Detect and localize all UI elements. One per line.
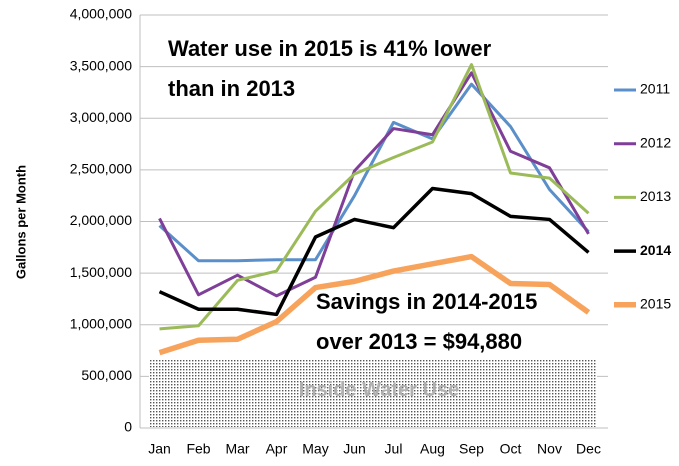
- y-tick-label: 4,000,000: [70, 6, 132, 22]
- annotation: than in 2013: [168, 76, 295, 101]
- inside-water-use-region: [149, 359, 597, 427]
- legend-label: 2015: [640, 296, 671, 312]
- y-axis-label: Gallons per Month: [13, 165, 28, 279]
- x-tick-label: Jun: [343, 441, 366, 457]
- x-tick-label: Oct: [500, 441, 522, 457]
- annotation: Savings in 2014-2015: [316, 289, 537, 314]
- y-tick-label: 1,500,000: [70, 264, 132, 280]
- legend-label: 2013: [640, 188, 671, 204]
- series-line: [158, 186, 590, 317]
- x-tick-label: Dec: [576, 441, 601, 457]
- y-tick-label: 2,000,000: [70, 212, 132, 228]
- y-tick-label: 3,500,000: [70, 57, 132, 73]
- y-tick-label: 1,000,000: [70, 315, 132, 331]
- y-tick-label: 0: [124, 419, 132, 435]
- x-tick-label: Mar: [225, 441, 249, 457]
- annotation: over 2013 = $94,880: [316, 329, 522, 354]
- series-line: [159, 63, 590, 331]
- x-tick-label: Feb: [186, 441, 210, 457]
- x-tick-label: Apr: [266, 441, 288, 457]
- y-tick-label: 3,000,000: [70, 109, 132, 125]
- x-tick-label: Jul: [385, 441, 403, 457]
- x-tick-label: Sep: [459, 441, 484, 457]
- y-tick-label: 500,000: [81, 367, 132, 383]
- series-line: [158, 71, 590, 298]
- legend-label: 2012: [640, 134, 671, 150]
- x-tick-label: Jan: [148, 441, 171, 457]
- x-tick-label: Aug: [420, 441, 445, 457]
- y-tick-label: 2,500,000: [70, 161, 132, 177]
- series-line: [158, 82, 590, 263]
- annotation: Water use in 2015 is 41% lower: [168, 36, 492, 61]
- region-label: Inside Water Use: [299, 379, 459, 401]
- x-tick-label: Nov: [537, 441, 562, 457]
- series-line: [158, 253, 591, 356]
- legend-label: 2014: [640, 242, 671, 258]
- legend-label: 2011: [640, 81, 670, 97]
- x-tick-label: May: [302, 441, 328, 457]
